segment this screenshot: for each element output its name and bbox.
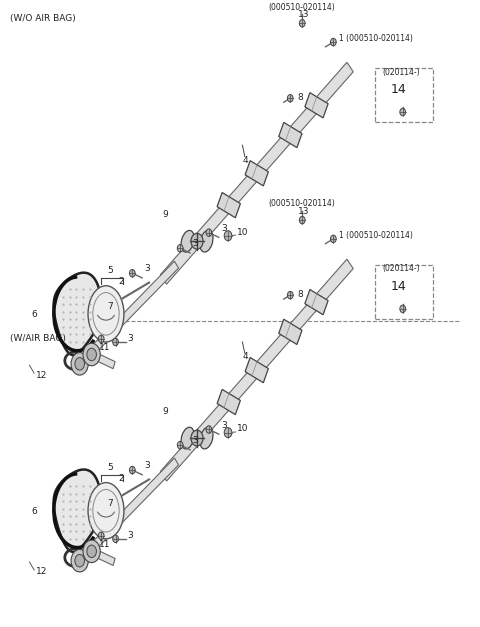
- Text: 7: 7: [108, 302, 113, 311]
- FancyBboxPatch shape: [375, 68, 433, 122]
- Text: 5: 5: [108, 463, 113, 472]
- Text: 10: 10: [237, 424, 248, 433]
- Text: 1 (000510-020114): 1 (000510-020114): [339, 231, 413, 240]
- Text: 5: 5: [108, 266, 113, 275]
- Text: 11: 11: [99, 540, 110, 549]
- Circle shape: [330, 38, 336, 46]
- Text: (020114-): (020114-): [382, 68, 420, 76]
- Text: 9: 9: [162, 407, 168, 416]
- Circle shape: [130, 270, 135, 277]
- Circle shape: [113, 535, 119, 542]
- Circle shape: [400, 108, 406, 116]
- Text: 3: 3: [128, 530, 133, 540]
- Circle shape: [75, 357, 84, 370]
- Polygon shape: [245, 357, 268, 382]
- Ellipse shape: [181, 230, 194, 252]
- FancyBboxPatch shape: [375, 265, 433, 319]
- Circle shape: [98, 335, 104, 342]
- Polygon shape: [54, 470, 101, 552]
- Circle shape: [206, 229, 212, 236]
- Text: (000510-020114): (000510-020114): [269, 3, 336, 11]
- Text: (020114-): (020114-): [382, 265, 420, 273]
- Circle shape: [82, 364, 86, 370]
- Text: 1 (000510-020114): 1 (000510-020114): [339, 34, 413, 43]
- Circle shape: [400, 305, 406, 313]
- Circle shape: [330, 235, 336, 243]
- Text: 14: 14: [391, 280, 407, 293]
- Circle shape: [191, 233, 203, 249]
- Polygon shape: [305, 93, 328, 118]
- Polygon shape: [78, 458, 179, 564]
- Text: 3: 3: [192, 240, 198, 248]
- Polygon shape: [279, 122, 302, 147]
- Text: (W/AIR BAG): (W/AIR BAG): [10, 334, 66, 343]
- Text: 3: 3: [144, 461, 150, 470]
- Circle shape: [83, 343, 100, 366]
- Ellipse shape: [200, 427, 213, 449]
- Text: 3: 3: [128, 334, 133, 343]
- Circle shape: [83, 540, 100, 562]
- Circle shape: [71, 352, 88, 375]
- Circle shape: [87, 348, 96, 361]
- Text: 3: 3: [144, 265, 150, 273]
- Text: 2: 2: [118, 278, 123, 287]
- Text: 3: 3: [192, 436, 198, 445]
- Ellipse shape: [200, 230, 213, 252]
- Circle shape: [224, 428, 232, 438]
- Text: 9: 9: [162, 210, 168, 219]
- Circle shape: [300, 19, 305, 27]
- Circle shape: [300, 216, 305, 224]
- Circle shape: [130, 466, 135, 474]
- Text: 12: 12: [36, 567, 47, 576]
- Polygon shape: [54, 273, 101, 355]
- Polygon shape: [78, 261, 179, 367]
- Polygon shape: [305, 290, 328, 315]
- Text: 2: 2: [118, 475, 123, 483]
- Text: 14: 14: [391, 83, 407, 97]
- Circle shape: [288, 292, 293, 299]
- Polygon shape: [160, 259, 353, 481]
- Circle shape: [288, 95, 293, 102]
- Text: (000510-020114): (000510-020114): [269, 199, 336, 208]
- Ellipse shape: [181, 427, 194, 449]
- Circle shape: [177, 441, 183, 449]
- Text: 6: 6: [32, 310, 37, 319]
- Circle shape: [206, 426, 212, 433]
- Circle shape: [224, 231, 232, 241]
- Text: 4: 4: [242, 155, 248, 165]
- Circle shape: [191, 430, 203, 446]
- Text: 13: 13: [299, 10, 310, 19]
- Ellipse shape: [88, 286, 124, 342]
- Text: 6: 6: [32, 507, 37, 516]
- Polygon shape: [91, 548, 115, 566]
- Circle shape: [87, 545, 96, 557]
- Text: 13: 13: [299, 207, 310, 216]
- Circle shape: [71, 549, 88, 572]
- Text: 10: 10: [237, 228, 248, 236]
- Circle shape: [113, 338, 119, 345]
- Ellipse shape: [88, 483, 124, 539]
- Polygon shape: [217, 389, 240, 414]
- Polygon shape: [217, 192, 240, 218]
- Circle shape: [177, 245, 183, 252]
- Text: 8: 8: [298, 93, 303, 102]
- Text: 8: 8: [298, 290, 303, 299]
- Polygon shape: [91, 351, 115, 369]
- Text: 4: 4: [242, 352, 248, 362]
- Circle shape: [75, 554, 84, 567]
- Polygon shape: [245, 161, 268, 186]
- Circle shape: [82, 561, 86, 567]
- Text: (W/O AIR BAG): (W/O AIR BAG): [10, 14, 76, 23]
- Polygon shape: [279, 319, 302, 344]
- Text: 3: 3: [221, 421, 227, 429]
- Text: 12: 12: [36, 371, 47, 379]
- Text: 7: 7: [108, 498, 113, 508]
- Text: 11: 11: [99, 343, 110, 352]
- Text: 3: 3: [221, 224, 227, 233]
- Circle shape: [98, 532, 104, 539]
- Polygon shape: [160, 62, 353, 284]
